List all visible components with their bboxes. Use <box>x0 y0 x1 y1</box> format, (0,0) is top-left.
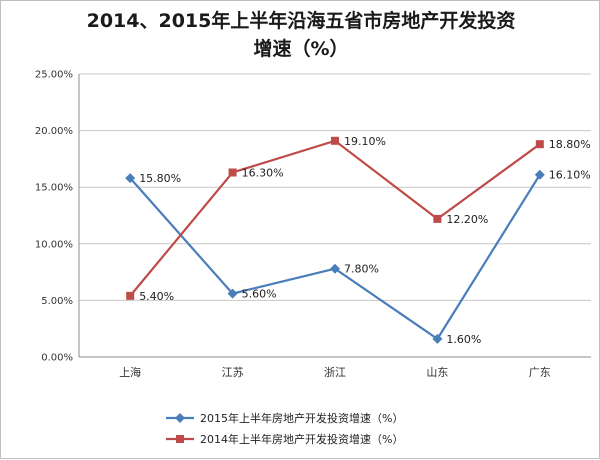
y-tick-label: 15.00% <box>35 183 73 194</box>
y-tick-label: 25.00% <box>35 70 73 81</box>
chart-title-line1: 2014、2015年上半年沿海五省市房地产开发投资 <box>86 10 516 32</box>
chart-title-line2: 增速（%） <box>253 38 349 60</box>
y-tick-label: 10.00% <box>35 239 73 250</box>
y-tick-label: 20.00% <box>35 126 73 137</box>
y-tick-label: 5.00% <box>41 296 73 307</box>
legend-entry: 2014年上半年房地产开发投资增速（%） <box>200 432 403 446</box>
data-label: 19.10% <box>344 135 386 148</box>
data-point <box>227 288 238 299</box>
legend-marker <box>176 435 184 443</box>
x-tick-label: 上海 <box>119 365 141 379</box>
legend-entry: 2015年上半年房地产开发投资增速（%） <box>200 411 403 425</box>
data-point <box>433 214 442 223</box>
legend-marker <box>175 413 185 423</box>
series-line-1 <box>129 174 541 341</box>
data-point <box>125 173 136 184</box>
data-point <box>228 168 237 177</box>
data-label: 5.40% <box>139 290 174 303</box>
y-tick-label: 0.00% <box>41 353 73 364</box>
data-label: 5.60% <box>242 288 277 301</box>
data-label: 16.30% <box>242 166 284 179</box>
data-label: 7.80% <box>344 263 379 276</box>
data-label: 15.80% <box>139 172 181 185</box>
data-point <box>331 136 339 145</box>
x-tick-label: 江苏 <box>222 366 244 379</box>
data-label: 18.80% <box>549 138 591 151</box>
data-point <box>432 333 443 344</box>
data-point <box>126 291 135 300</box>
data-label: 12.20% <box>446 213 488 226</box>
data-label: 1.60% <box>446 333 481 346</box>
x-tick-label: 广东 <box>529 366 551 379</box>
data-point <box>330 263 340 274</box>
data-point <box>534 169 545 180</box>
chart-title: 2014、2015年上半年沿海五省市房地产开发投资 增速（%） <box>1 7 600 63</box>
x-tick-label: 山东 <box>426 366 448 379</box>
data-label: 16.10% <box>549 169 591 182</box>
x-tick-label: 浙江 <box>324 366 346 379</box>
data-point <box>535 140 544 149</box>
